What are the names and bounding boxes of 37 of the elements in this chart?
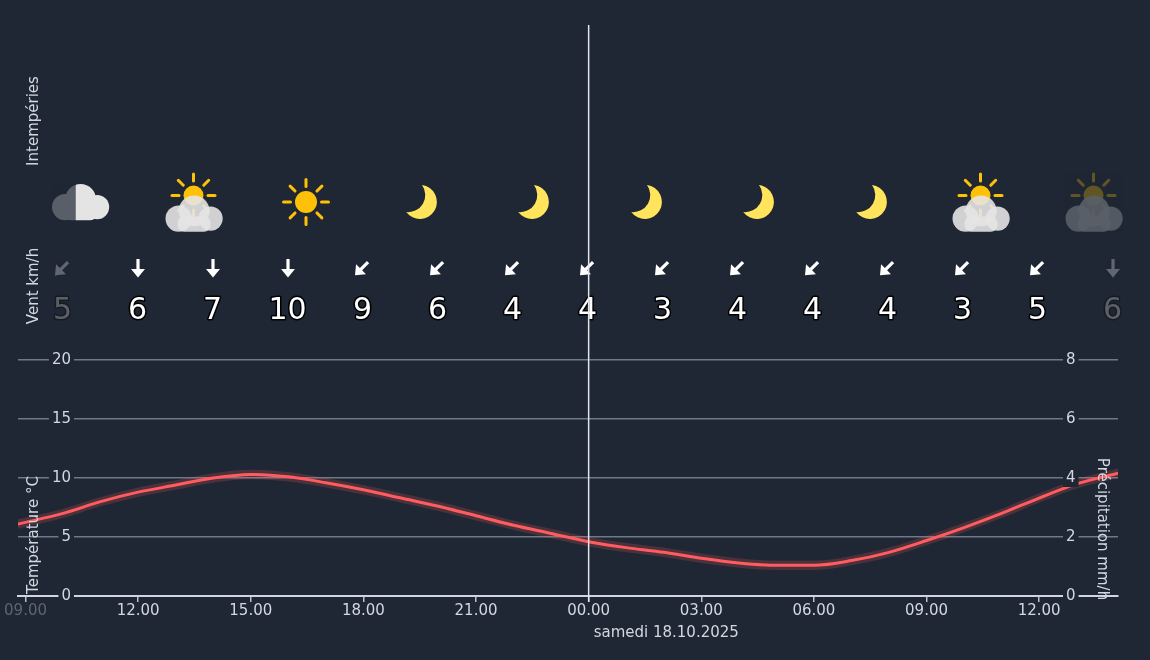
y2-tick-label: 2: [1066, 526, 1076, 545]
y2-tick-label: 6: [1066, 408, 1076, 427]
y-tick-label: 0: [61, 585, 71, 604]
x-tick-label: 12.00: [116, 600, 160, 619]
y-tick-label: 15: [51, 408, 71, 427]
data-label: 6: [1102, 291, 1123, 326]
data-label: 4: [877, 291, 898, 326]
x-tick-label: 03.00: [679, 600, 723, 619]
x-tick-label: 06.00: [792, 600, 836, 619]
y-tick-label: 5: [61, 526, 71, 545]
y-axis-title: Température °C: [23, 476, 42, 594]
x-tick-label: 18.00: [341, 600, 385, 619]
y-tick-label: 10: [51, 467, 71, 486]
data-label: 3: [952, 291, 973, 326]
y2-tick-label: 4: [1066, 467, 1076, 486]
x-tick-label: 00.00: [567, 600, 611, 619]
x-tick-label: 21.00: [454, 600, 498, 619]
data-label: 6: [427, 291, 448, 326]
y2-axis-title: Précipitation mm/h: [1094, 457, 1113, 601]
x-tick-label: 12.00: [1017, 600, 1061, 619]
data-label: 4: [802, 291, 823, 326]
data-label: 9: [352, 291, 373, 326]
x-tick-label: 09.00: [905, 600, 949, 619]
x-tick-label: 15.00: [229, 600, 273, 619]
ref-line-label: samedi 18.10.2025: [593, 622, 739, 641]
data-label: 4: [502, 291, 523, 326]
text: Intempéries: [23, 76, 42, 166]
data-label: 10: [268, 291, 307, 326]
data-label: 4: [727, 291, 748, 326]
data-label: 3: [652, 291, 673, 326]
y2-tick-label: 0: [1066, 585, 1076, 604]
data-label: 7: [202, 291, 223, 326]
data-label: 6: [127, 291, 148, 326]
data-label: 5: [1027, 291, 1048, 326]
text: Vent km/h: [24, 247, 43, 325]
y2-tick-label: 8: [1066, 349, 1076, 368]
y-tick-label: 20: [51, 349, 71, 368]
